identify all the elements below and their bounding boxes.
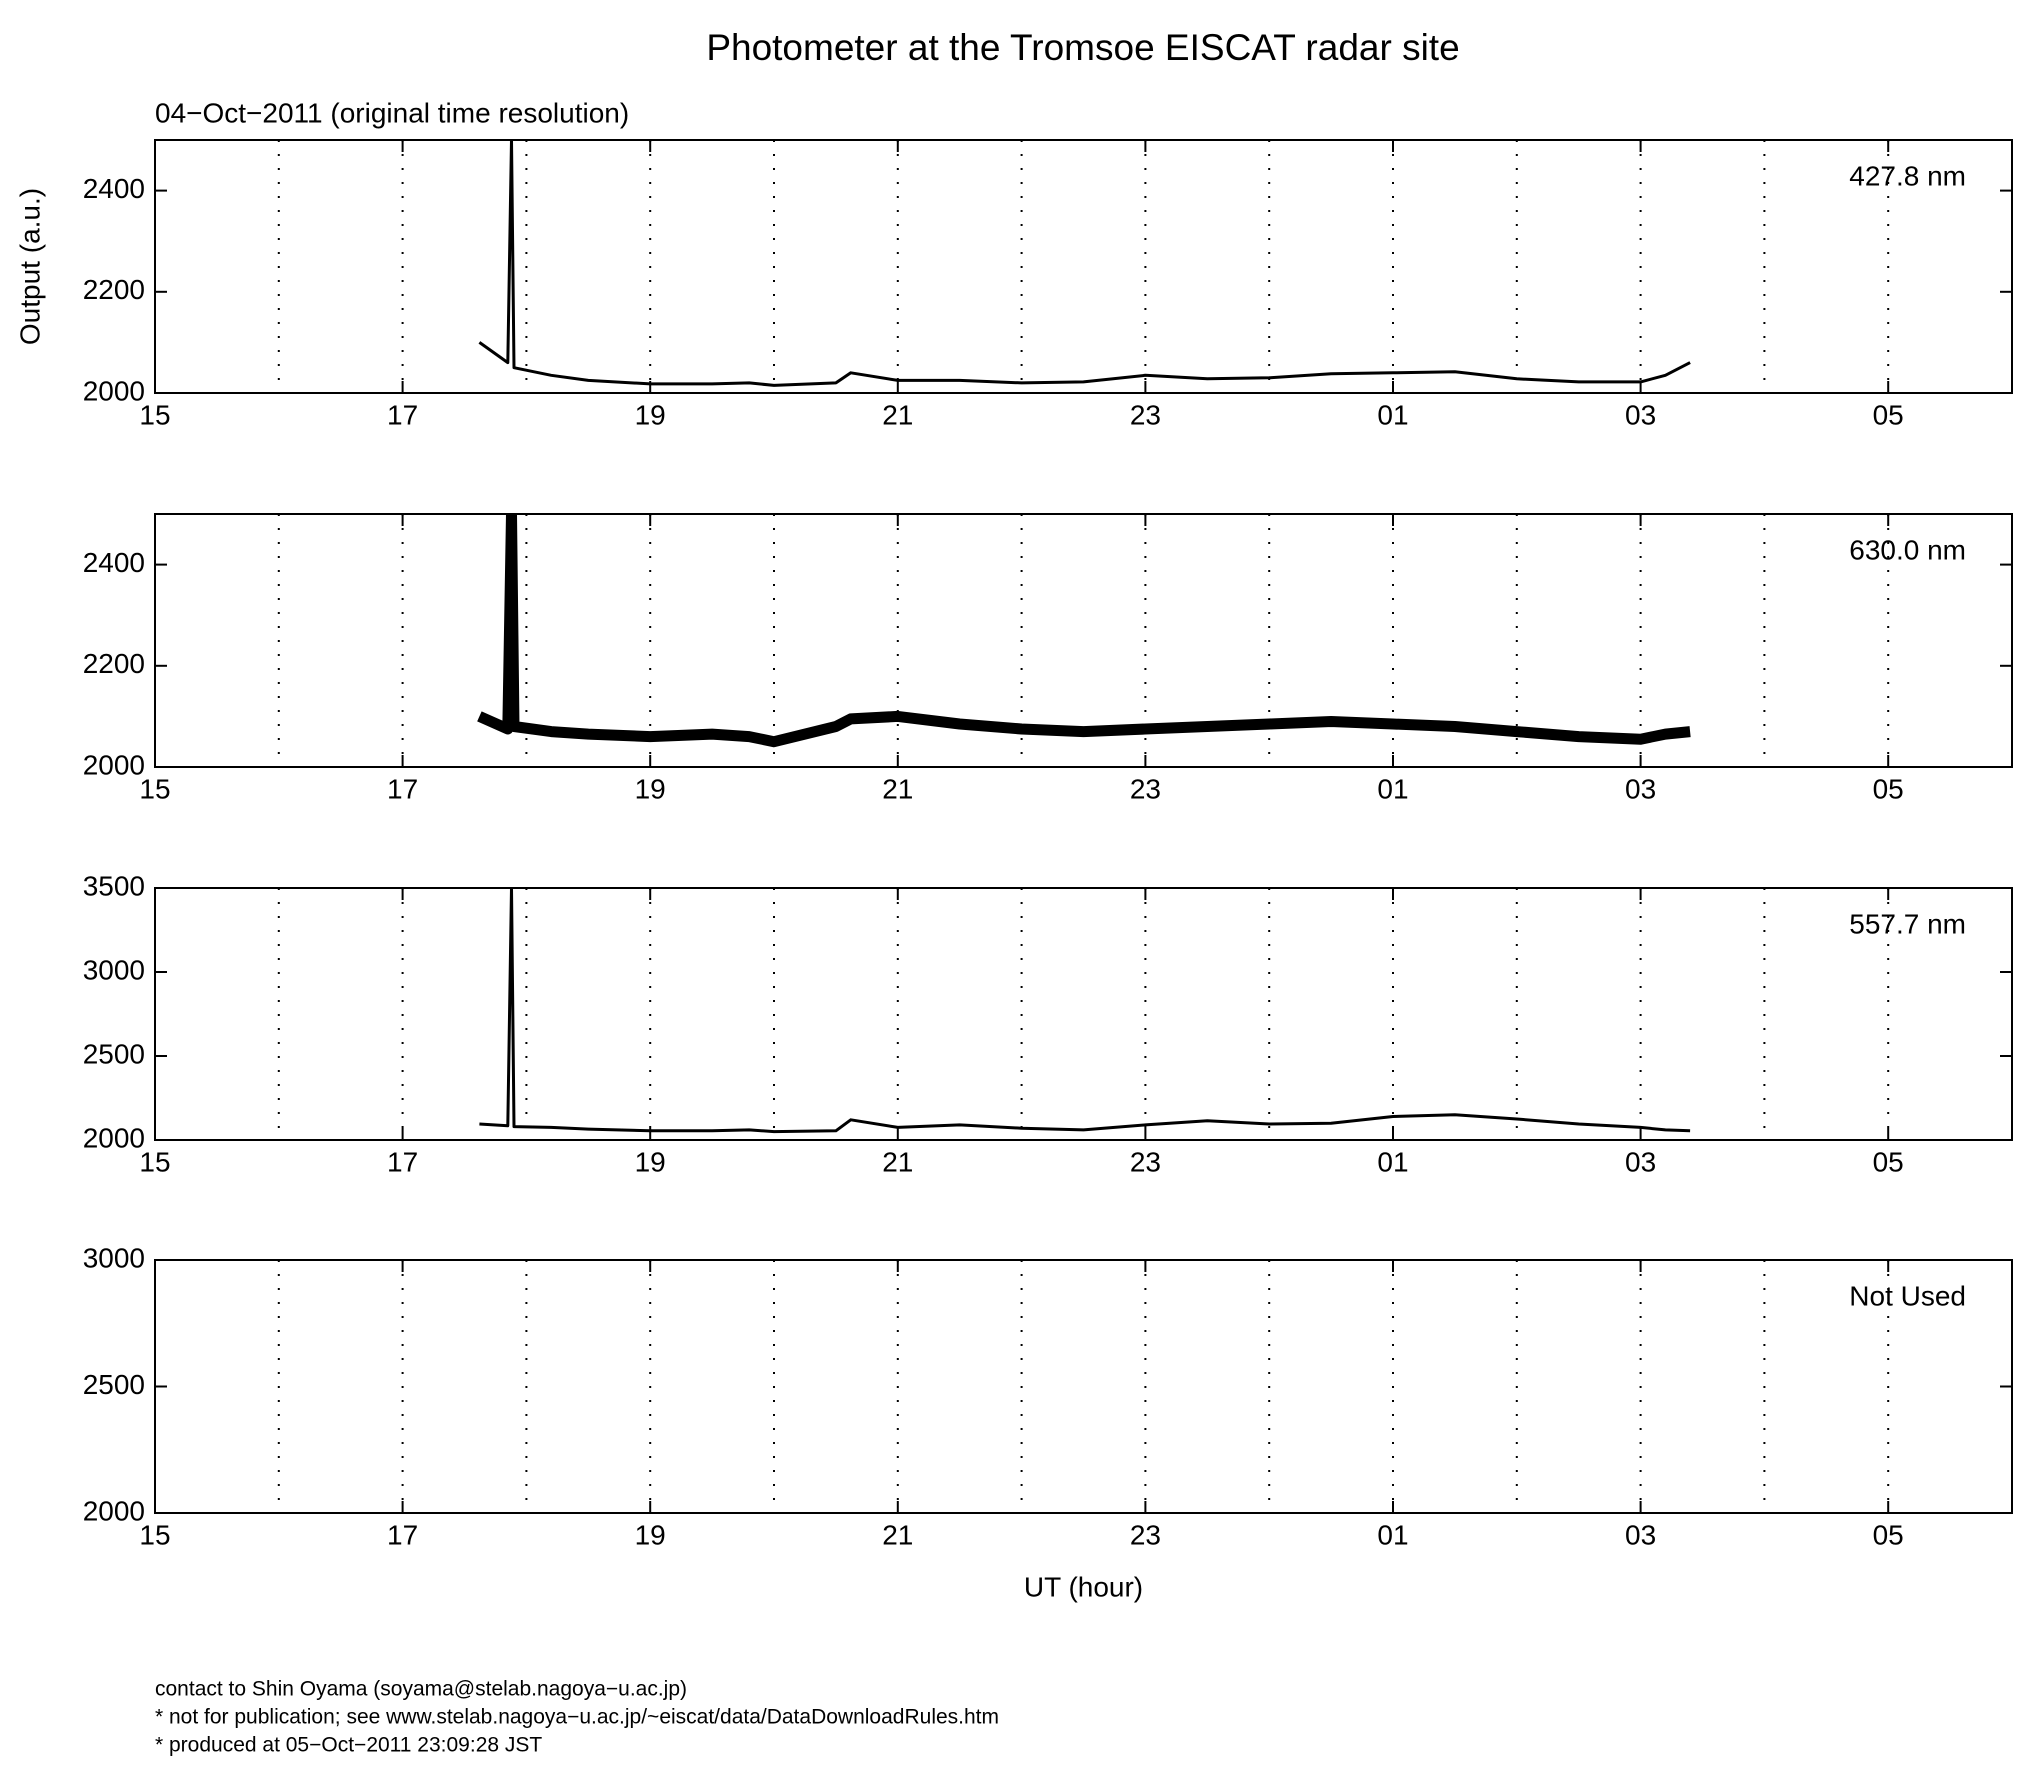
x-tick-label: 21 [882, 1519, 913, 1550]
x-tick-label: 05 [1873, 773, 1904, 804]
y-tick-label: 2000 [83, 1495, 145, 1526]
panel-label: 630.0 nm [1849, 534, 1966, 565]
panel-label: 557.7 nm [1849, 908, 1966, 939]
x-tick-label: 03 [1625, 399, 1656, 430]
data-line [478, 140, 1691, 387]
y-axis-label: Output (a.u.) [14, 188, 45, 345]
x-tick-label: 19 [635, 399, 666, 430]
x-tick-label: 15 [139, 1146, 170, 1177]
y-tick-label: 2500 [83, 1038, 145, 1069]
x-tick-label: 21 [882, 1146, 913, 1177]
y-tick-label: 3500 [83, 870, 145, 901]
x-tick-label: 23 [1130, 773, 1161, 804]
footer-line: * produced at 05−Oct−2011 23:09:28 JST [155, 1734, 542, 1757]
x-tick-label: 19 [635, 1519, 666, 1550]
y-tick-label: 3000 [83, 954, 145, 985]
x-axis-label: UT (hour) [1024, 1571, 1143, 1602]
x-tick-label: 03 [1625, 1519, 1656, 1550]
y-tick-label: 2000 [83, 1122, 145, 1153]
figure-title: Photometer at the Tromsoe EISCAT radar s… [706, 27, 1459, 68]
x-tick-label: 23 [1130, 1146, 1161, 1177]
y-tick-label: 2200 [83, 274, 145, 305]
x-tick-label: 19 [635, 773, 666, 804]
y-tick-label: 2400 [83, 173, 145, 204]
x-tick-label: 03 [1625, 1146, 1656, 1177]
plot-frame [154, 139, 2013, 394]
x-tick-label: 23 [1130, 1519, 1161, 1550]
y-tick-label: 2200 [83, 648, 145, 679]
x-tick-label: 03 [1625, 773, 1656, 804]
y-tick-label: 2000 [83, 375, 145, 406]
y-tick-label: 2000 [83, 749, 145, 780]
x-tick-label: 21 [882, 773, 913, 804]
x-tick-label: 15 [139, 399, 170, 430]
x-tick-label: 17 [387, 399, 418, 430]
x-tick-label: 17 [387, 1146, 418, 1177]
data-line [477, 514, 1691, 748]
x-tick-label: 05 [1873, 1519, 1904, 1550]
footer-line: contact to Shin Oyama (soyama@stelab.nag… [155, 1678, 687, 1701]
panel-label: 427.8 nm [1849, 160, 1966, 191]
x-tick-label: 19 [635, 1146, 666, 1177]
x-tick-label: 01 [1377, 1146, 1408, 1177]
x-tick-label: 17 [387, 1519, 418, 1550]
x-tick-label: 05 [1873, 1146, 1904, 1177]
x-tick-label: 23 [1130, 399, 1161, 430]
x-tick-label: 01 [1377, 1519, 1408, 1550]
y-tick-label: 3000 [83, 1242, 145, 1273]
x-tick-label: 21 [882, 399, 913, 430]
x-tick-label: 17 [387, 773, 418, 804]
footer-line: * not for publication; see www.stelab.na… [155, 1706, 999, 1729]
y-tick-label: 2500 [83, 1369, 145, 1400]
x-tick-label: 15 [139, 1519, 170, 1550]
x-tick-label: 01 [1377, 399, 1408, 430]
plot-frame [154, 1259, 2013, 1514]
panel-label: Not Used [1849, 1280, 1966, 1311]
x-tick-label: 15 [139, 773, 170, 804]
data-line [479, 888, 1691, 1134]
x-tick-label: 05 [1873, 399, 1904, 430]
y-tick-label: 2400 [83, 547, 145, 578]
x-tick-label: 01 [1377, 773, 1408, 804]
plot-frame [154, 513, 2013, 768]
plot-frame [154, 887, 2013, 1141]
subtitle: 04−Oct−2011 (original time resolution) [155, 97, 629, 128]
